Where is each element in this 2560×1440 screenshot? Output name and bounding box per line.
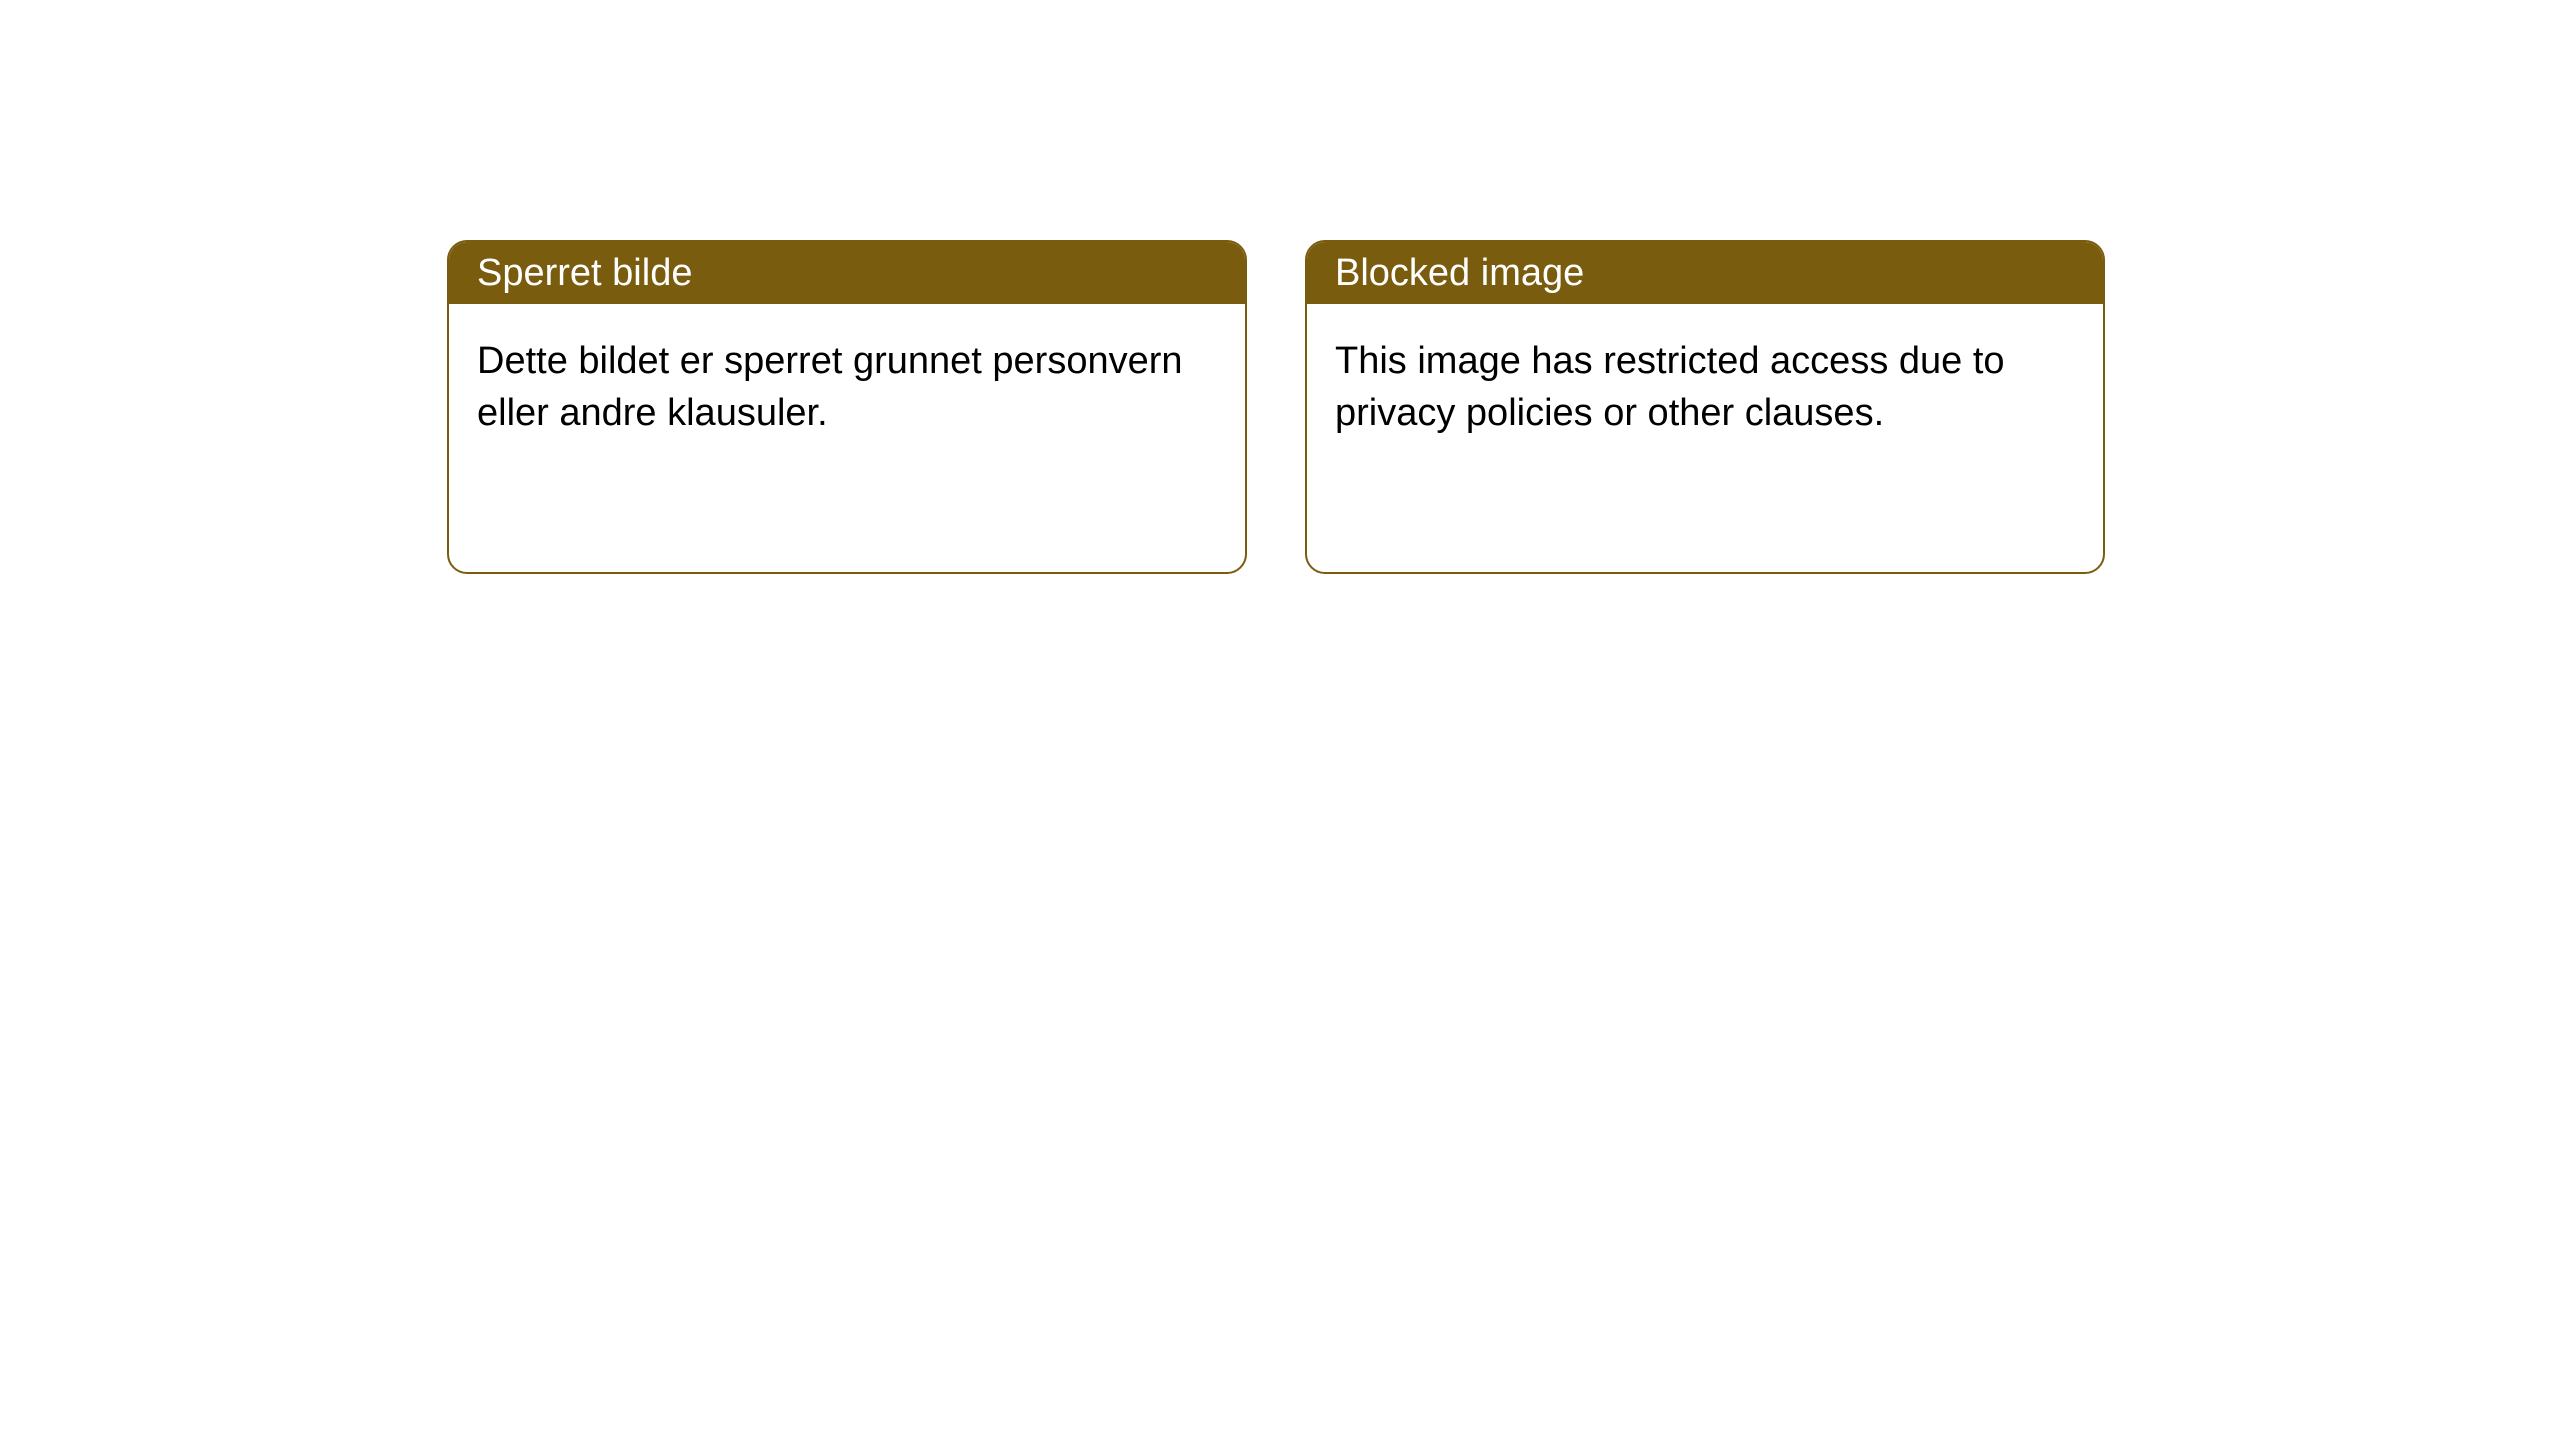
card-body-text: This image has restricted access due to … — [1335, 340, 2005, 434]
notice-card-english: Blocked image This image has restricted … — [1305, 240, 2105, 574]
card-body: Dette bildet er sperret grunnet personve… — [449, 304, 1245, 471]
card-title: Sperret bilde — [477, 252, 692, 295]
card-title: Blocked image — [1335, 252, 1584, 295]
card-body-text: Dette bildet er sperret grunnet personve… — [477, 340, 1183, 434]
card-body: This image has restricted access due to … — [1307, 304, 2103, 471]
card-header: Blocked image — [1307, 242, 2103, 304]
notice-card-norwegian: Sperret bilde Dette bildet er sperret gr… — [447, 240, 1247, 574]
card-header: Sperret bilde — [449, 242, 1245, 304]
notice-cards-container: Sperret bilde Dette bildet er sperret gr… — [0, 0, 2560, 574]
